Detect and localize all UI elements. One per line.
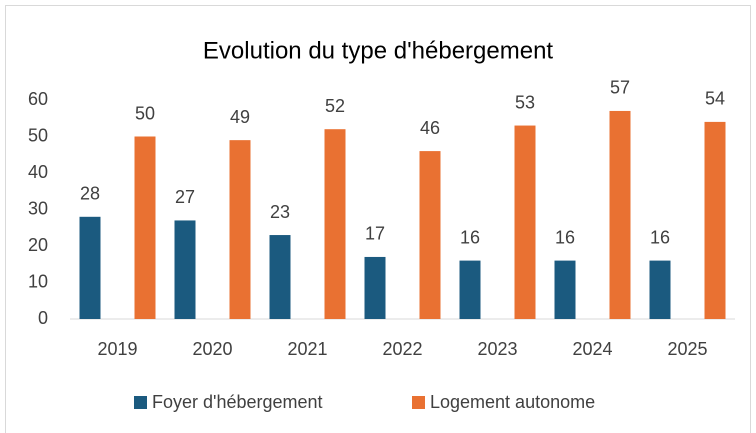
- bar: [609, 110, 631, 319]
- data-label: 54: [705, 89, 725, 109]
- y-tick-label: 40: [28, 162, 48, 182]
- data-label: 16: [555, 227, 575, 247]
- chart-frame: [5, 5, 751, 433]
- y-tick-label: 20: [28, 235, 48, 255]
- x-tick-label: 2024: [572, 339, 612, 359]
- legend-swatch: [412, 396, 425, 409]
- bar: [704, 121, 726, 320]
- data-label: 50: [135, 103, 155, 123]
- bar: [79, 216, 101, 319]
- bar: [459, 260, 481, 319]
- bar: [324, 129, 346, 319]
- x-tick-label: 2023: [477, 339, 517, 359]
- legend-label: Logement autonome: [430, 392, 595, 412]
- x-tick-label: 2019: [97, 339, 137, 359]
- y-tick-label: 60: [28, 89, 48, 109]
- data-label: 27: [175, 187, 195, 207]
- x-tick-label: 2021: [287, 339, 327, 359]
- bar: [364, 256, 386, 319]
- bar: [649, 260, 671, 319]
- data-label: 46: [420, 118, 440, 138]
- bar: [174, 220, 196, 319]
- data-label: 28: [80, 184, 100, 204]
- x-tick-label: 2020: [192, 339, 232, 359]
- x-tick-label: 2025: [667, 339, 707, 359]
- data-label: 17: [365, 224, 385, 244]
- data-label: 53: [515, 92, 535, 112]
- x-tick-label: 2022: [382, 339, 422, 359]
- data-label: 16: [460, 227, 480, 247]
- data-label: 57: [610, 78, 630, 98]
- bar: [229, 140, 251, 319]
- y-tick-label: 30: [28, 198, 48, 218]
- y-tick-label: 0: [38, 308, 48, 328]
- chart-title: Evolution du type d'hébergement: [203, 37, 553, 64]
- data-label: 23: [270, 202, 290, 222]
- y-tick-label: 50: [28, 125, 48, 145]
- bar: [269, 235, 291, 319]
- bar: [134, 136, 156, 319]
- data-label: 49: [230, 107, 250, 127]
- bar: [419, 151, 441, 319]
- data-label: 16: [650, 227, 670, 247]
- bar: [514, 125, 536, 319]
- legend-label: Foyer d'hébergement: [152, 392, 323, 412]
- y-tick-label: 10: [28, 271, 48, 291]
- data-label: 52: [325, 96, 345, 116]
- legend-swatch: [134, 396, 147, 409]
- bar: [554, 260, 576, 319]
